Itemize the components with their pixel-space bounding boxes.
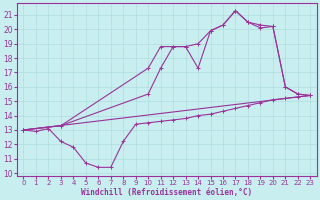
X-axis label: Windchill (Refroidissement éolien,°C): Windchill (Refroidissement éolien,°C): [81, 188, 252, 197]
